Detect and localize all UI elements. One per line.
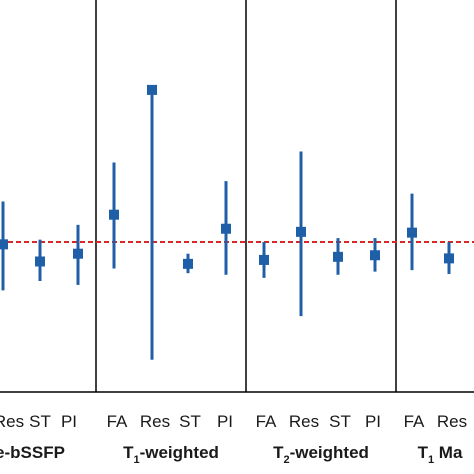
tick-label-2-pi: PI [217, 412, 233, 431]
point-marker-1-st [35, 256, 45, 267]
tick-label-4-res: Res [437, 412, 467, 431]
group-label-4: T1 Ma [418, 443, 463, 466]
tick-label-3-res: Res [289, 412, 319, 431]
tick-label-1-st: ST [29, 412, 51, 431]
point-marker-2-st [183, 258, 193, 269]
tick-label-3-fa: FA [256, 412, 277, 431]
tick-label-2-fa: FA [107, 412, 128, 431]
tick-label-3-st: ST [329, 412, 351, 431]
point-marker-3-fa [259, 254, 269, 265]
error-bar-marks [0, 84, 454, 360]
point-marker-1-res [0, 239, 8, 250]
point-marker-1-pi [73, 248, 83, 259]
group-label-2: T1-weighted [123, 443, 219, 466]
point-marker-3-st [333, 251, 343, 262]
point-marker-2-res [147, 84, 157, 95]
tick-label-2-res: Res [140, 412, 170, 431]
category-tick-labels: Res ST PI FA Res ST PI FA Res ST PI FA Res [0, 412, 467, 431]
tick-label-1-pi: PI [61, 412, 77, 431]
panel-dividers [0, 0, 474, 393]
point-marker-2-fa [109, 209, 119, 220]
point-marker-4-fa [407, 227, 417, 238]
point-marker-3-res [296, 226, 306, 237]
point-marker-3-pi [370, 250, 380, 261]
group-labels: e-bSSFP T1-weighted T2-weighted T1 Ma [0, 443, 463, 466]
group-label-1: e-bSSFP [0, 443, 65, 462]
tick-label-4-fa: FA [404, 412, 425, 431]
tick-label-3-pi: PI [365, 412, 381, 431]
point-marker-4-res [444, 253, 454, 264]
group-label-3: T2-weighted [273, 443, 369, 466]
tick-label-1-res: Res [0, 412, 24, 431]
tick-label-2-st: ST [179, 412, 201, 431]
point-marker-2-pi [221, 223, 231, 234]
